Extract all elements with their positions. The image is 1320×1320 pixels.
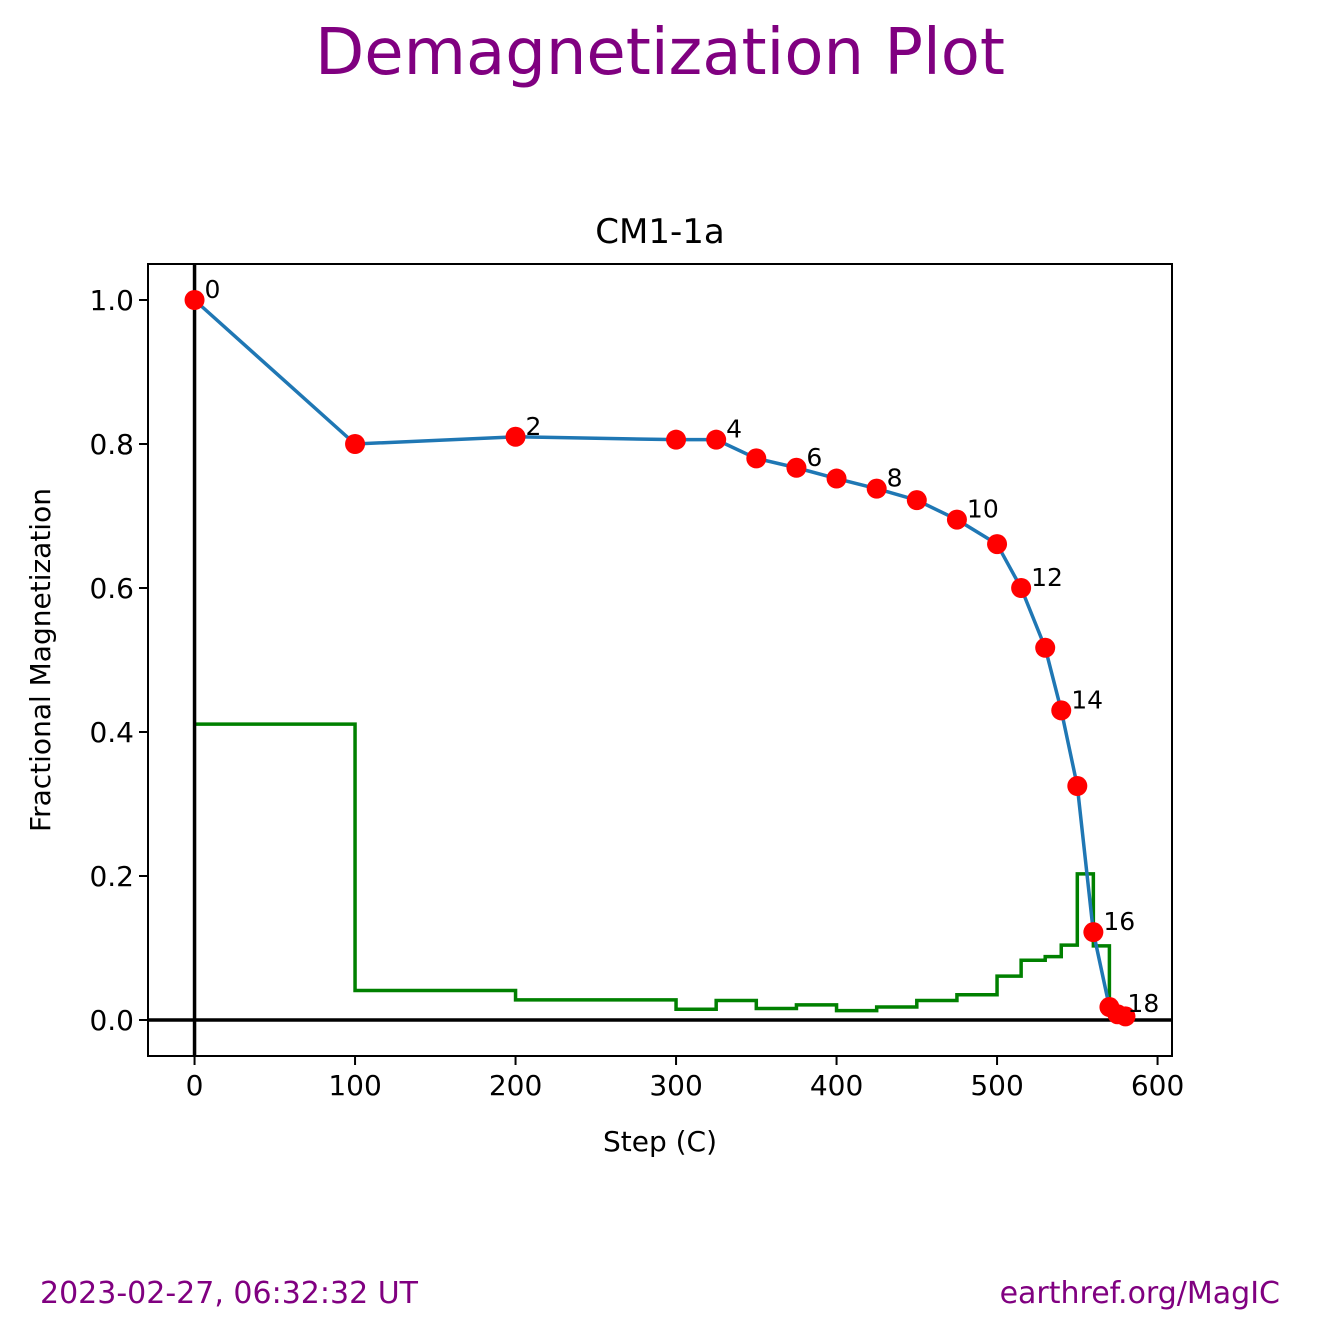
data-point [1067,776,1088,796]
y-tick-label: 0.8 [89,428,134,461]
point-label: 4 [726,415,742,444]
data-point [1115,1006,1136,1027]
data-point [826,468,847,489]
step-series-line [194,722,1134,1020]
x-tick-label: 0 [186,1069,204,1102]
x-tick-label: 500 [970,1069,1023,1102]
y-tick-label: 0.0 [89,1004,134,1037]
y-axis-label: Fractional Magnetization [24,488,57,832]
y-tick-label: 0.2 [89,860,134,893]
x-tick-label: 600 [1131,1069,1184,1102]
point-label: 2 [526,412,542,441]
plot-frame [147,263,1173,1057]
y-tick-label: 0.6 [89,572,134,605]
x-tick-label: 300 [649,1069,702,1102]
source-footer: earthref.org/MagIC [999,1276,1280,1311]
y-tick-label: 0.4 [89,716,134,749]
x-axis-label: Step (C) [603,1125,717,1158]
point-label: 0 [205,275,221,304]
data-point [184,290,205,310]
data-point [666,429,687,450]
point-label: 8 [887,464,903,493]
point-label: 14 [1071,685,1103,714]
data-point [345,434,366,454]
x-tick-label: 200 [489,1069,542,1102]
data-point [1035,637,1056,658]
data-point [746,448,767,469]
data-point [706,429,727,450]
point-label: 12 [1031,563,1063,592]
data-point [946,509,967,530]
data-point [987,534,1008,555]
data-point [866,478,887,499]
data-point [1051,700,1072,721]
data-point [1083,922,1104,943]
point-label: 16 [1103,907,1135,936]
magnetization-series-line [193,298,1126,1019]
chart-title: CM1-1a [595,212,724,252]
data-point [906,490,927,511]
x-tick-label: 100 [328,1069,381,1102]
data-point [786,457,807,478]
timestamp-footer: 2023-02-27, 06:32:32 UT [40,1276,418,1311]
point-label: 18 [1127,989,1159,1018]
data-point [505,426,526,447]
point-label: 6 [806,443,822,472]
plot-area: 0 2 4 6 8 10 12 14 16 18 0 100 200 300 400 500 600 0.0 0.2… [89,263,1184,1102]
data-point [1011,578,1032,598]
y-tick-label: 1.0 [89,284,134,317]
point-label: 10 [967,495,999,524]
x-tick-label: 400 [810,1069,863,1102]
figure-title: Demagnetization Plot [314,16,1006,90]
